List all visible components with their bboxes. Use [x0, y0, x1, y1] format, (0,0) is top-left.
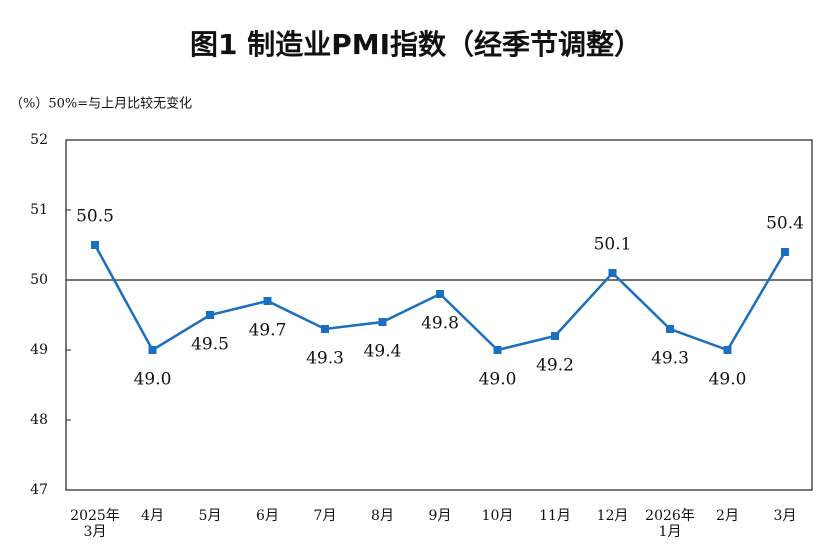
- y-tick-label: 50: [30, 272, 48, 288]
- x-tick-label: 5月: [199, 508, 222, 524]
- marker: [723, 346, 732, 354]
- value-label: 49.8: [421, 314, 459, 334]
- value-label: 49.0: [134, 370, 172, 390]
- marker: [608, 269, 617, 277]
- marker: [781, 248, 789, 256]
- marker: [206, 311, 214, 319]
- y-tick-label: 51: [30, 202, 48, 218]
- x-tick-label: 9月: [429, 508, 452, 524]
- x-tick-label: 8月: [371, 508, 394, 524]
- x-tick-label: 2月: [716, 508, 739, 524]
- x-tick-label: 3月: [774, 508, 797, 524]
- x-tick-label: 12月: [597, 508, 629, 524]
- x-tick-label: 2025年 3月: [70, 508, 120, 540]
- x-tick-label: 6月: [256, 508, 279, 524]
- value-label: 50.1: [594, 235, 632, 255]
- x-tick-label: 4月: [141, 508, 164, 524]
- value-label: 49.2: [536, 356, 574, 376]
- marker: [493, 346, 502, 354]
- marker: [91, 241, 99, 249]
- x-tick-label: 10月: [482, 508, 514, 524]
- chart-title: 图1 制造业PMI指数（经季节调整）: [190, 28, 642, 61]
- value-label: 49.0: [709, 370, 747, 390]
- value-label: 49.7: [249, 321, 287, 341]
- x-tick-label: 11月: [539, 508, 571, 524]
- marker: [666, 325, 674, 333]
- value-label: 50.4: [766, 214, 804, 234]
- y-tick-label: 47: [30, 482, 48, 498]
- chart-subtitle: （%）50%=与上月比较无变化: [10, 96, 192, 112]
- x-tick-label: 2026年 1月: [645, 508, 695, 540]
- y-tick-label: 49: [30, 342, 48, 358]
- marker: [148, 346, 157, 354]
- value-label: 49.4: [364, 342, 402, 362]
- marker: [263, 297, 272, 305]
- value-label: 50.5: [76, 207, 114, 227]
- value-label: 49.3: [306, 349, 344, 369]
- value-label: 49.3: [651, 349, 689, 369]
- value-label: 49.5: [191, 335, 229, 355]
- marker: [378, 318, 387, 326]
- x-tick-label: 7月: [314, 508, 337, 524]
- marker: [551, 332, 559, 340]
- marker: [436, 290, 444, 298]
- y-tick-label: 52: [30, 132, 48, 148]
- marker: [321, 325, 329, 333]
- plot-frame: [65, 139, 813, 491]
- y-tick-label: 48: [30, 412, 48, 428]
- value-label: 49.0: [479, 370, 517, 390]
